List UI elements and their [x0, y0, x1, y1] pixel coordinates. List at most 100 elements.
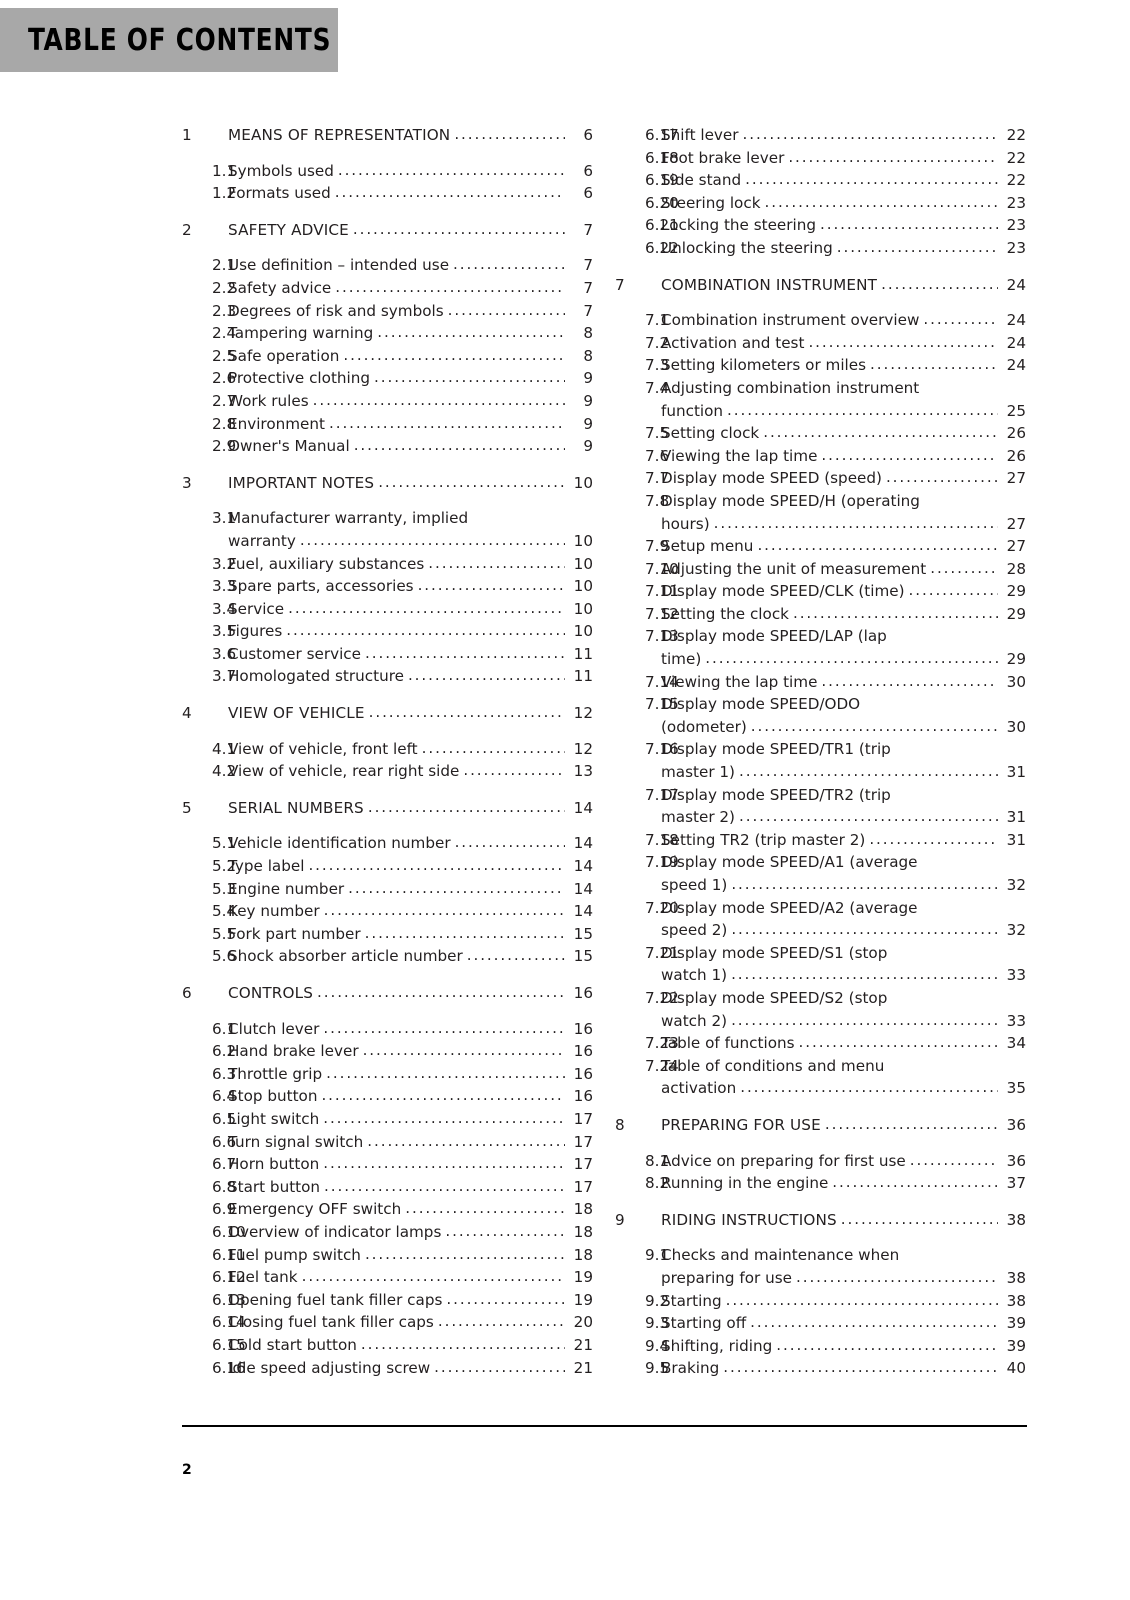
toc-entry[interactable]: 6.6 Turn signal switch...................…: [182, 1131, 593, 1154]
toc-entry[interactable]: 6.13 Opening fuel tank filler caps.......…: [182, 1289, 593, 1312]
toc-entry-title: RIDING INSTRUCTIONS: [661, 1210, 837, 1229]
toc-entry[interactable]: 2.5 Safe operation.......................…: [182, 345, 593, 368]
toc-entry[interactable]: 2.2 Safety advice........................…: [182, 277, 593, 300]
toc-entry[interactable]: 9.1 Checks and maintenance when preparing …: [615, 1244, 1026, 1289]
toc-entry[interactable]: 9.4 Shifting, riding.....................…: [615, 1335, 1026, 1358]
toc-entry[interactable]: 7 COMBINATION INSTRUMENT.................…: [615, 274, 1026, 297]
toc-entry-title: Table of conditions and menu: [661, 1056, 885, 1075]
toc-leader-dots: ........................................…: [317, 983, 565, 1001]
toc-entry[interactable]: 7.5 Setting clock........................…: [615, 422, 1026, 445]
toc-entry[interactable]: 7.22 Display mode SPEED/S2 (stop watch 2).…: [615, 987, 1026, 1032]
toc-entry[interactable]: 7.15 Display mode SPEED/ODO (odometer)....…: [615, 693, 1026, 738]
toc-entry[interactable]: 5 SERIAL NUMBERS.........................…: [182, 797, 593, 820]
toc-entry[interactable]: 6.19 Side stand..........................…: [615, 169, 1026, 192]
toc-entry[interactable]: 6.7 Horn button..........................…: [182, 1153, 593, 1176]
toc-entry[interactable]: 5.6 Shock absorber article number........…: [182, 945, 593, 968]
toc-entry[interactable]: 7.13 Display mode SPEED/LAP (lap time)....…: [615, 625, 1026, 670]
toc-entry[interactable]: 2.9 Owner's Manual.......................…: [182, 435, 593, 458]
toc-entry[interactable]: 7.11 Display mode SPEED/CLK (time).......…: [615, 580, 1026, 603]
toc-entry[interactable]: 6.8 Start button.........................…: [182, 1176, 593, 1199]
toc-entry[interactable]: 9 RIDING INSTRUCTIONS....................…: [615, 1209, 1026, 1232]
toc-entry[interactable]: 3 IMPORTANT NOTES........................…: [182, 472, 593, 495]
toc-entry[interactable]: 5.1 Vehicle identification number........…: [182, 832, 593, 855]
toc-entry[interactable]: 9.5 Braking..............................…: [615, 1357, 1026, 1380]
toc-entry[interactable]: 7.8 Display mode SPEED/H (operating hours)…: [615, 490, 1026, 535]
toc-entry[interactable]: 7.21 Display mode SPEED/S1 (stop watch 1).…: [615, 942, 1026, 987]
toc-entry[interactable]: 2.1 Use definition – intended use........…: [182, 254, 593, 277]
toc-entry[interactable]: 3.5 Figures..............................…: [182, 620, 593, 643]
toc-entry[interactable]: 1.2 Formats used.........................…: [182, 182, 593, 205]
toc-entry[interactable]: 7.12 Setting the clock...................…: [615, 603, 1026, 626]
toc-entry[interactable]: 8.2 Running in the engine................…: [615, 1172, 1026, 1195]
toc-entry-page: 14: [573, 902, 593, 921]
toc-entry-page: 24: [1006, 333, 1026, 352]
toc-entry[interactable]: 6.1 Clutch lever.........................…: [182, 1018, 593, 1041]
toc-entry[interactable]: 7.4 Adjusting combination instrument funct…: [615, 377, 1026, 422]
toc-leader-dots: ........................................…: [323, 1018, 565, 1037]
toc-entry[interactable]: 6.21 Locking the steering................…: [615, 214, 1026, 237]
toc-entry[interactable]: 1 MEANS OF REPRESENTATION................…: [182, 124, 593, 147]
toc-entry[interactable]: 6.14 Closing fuel tank filler caps.......…: [182, 1311, 593, 1334]
toc-entry[interactable]: 6.20 Steering lock.......................…: [615, 192, 1026, 215]
toc-entry[interactable]: 9.3 Starting off.........................…: [615, 1312, 1026, 1335]
toc-entry[interactable]: 2.4 Tampering warning....................…: [182, 322, 593, 345]
toc-entry-body: Display mode SPEED/LAP (lap time)........…: [661, 625, 1026, 670]
toc-entry[interactable]: 4.1 View of vehicle, front left..........…: [182, 738, 593, 761]
toc-entry[interactable]: 7.23 Table of functions..................…: [615, 1032, 1026, 1055]
toc-entry[interactable]: 6 CONTROLS...............................…: [182, 982, 593, 1005]
toc-entry[interactable]: 8.1 Advice on preparing for first use....…: [615, 1150, 1026, 1173]
toc-entry[interactable]: 7.17 Display mode SPEED/TR2 (trip master 2…: [615, 784, 1026, 829]
toc-entry[interactable]: 1.1 Symbols used.........................…: [182, 160, 593, 183]
toc-entry[interactable]: 6.4 Stop button..........................…: [182, 1085, 593, 1108]
toc-entry[interactable]: 7.10 Adjusting the unit of measurement...…: [615, 558, 1026, 581]
toc-entry[interactable]: 2.7 Work rules...........................…: [182, 390, 593, 413]
toc-entry[interactable]: 7.2 Activation and test..................…: [615, 332, 1026, 355]
toc-entry[interactable]: 9.2 Starting.............................…: [615, 1290, 1026, 1313]
toc-entry[interactable]: 6.15 Cold start button...................…: [182, 1334, 593, 1357]
toc-entry[interactable]: 5.3 Engine number........................…: [182, 878, 593, 901]
toc-entry[interactable]: 6.2 Hand brake lever.....................…: [182, 1040, 593, 1063]
toc-entry-title: Horn button: [228, 1155, 320, 1174]
toc-entry[interactable]: 5.5 Fork part number.....................…: [182, 923, 593, 946]
toc-entry[interactable]: 6.3 Throttle grip........................…: [182, 1063, 593, 1086]
toc-entry-number: 7.2: [645, 333, 670, 352]
toc-entry[interactable]: 7.3 Setting kilometers or miles..........…: [615, 354, 1026, 377]
toc-entry[interactable]: 6.16 Idle speed adjusting screw..........…: [182, 1357, 593, 1380]
toc-entry[interactable]: 7.6 Viewing the lap time.................…: [615, 445, 1026, 468]
toc-entry[interactable]: 6.9 Emergency OFF switch.................…: [182, 1198, 593, 1221]
toc-entry[interactable]: 6.18 Foot brake lever....................…: [615, 147, 1026, 170]
toc-entry-page: 18: [573, 1222, 593, 1241]
toc-entry[interactable]: 3.7 Homologated structure................…: [182, 665, 593, 688]
toc-entry[interactable]: 3.3 Spare parts, accessories.............…: [182, 575, 593, 598]
toc-entry[interactable]: 7.14 Viewing the lap time................…: [615, 671, 1026, 694]
toc-entry[interactable]: 7.7 Display mode SPEED (speed)...........…: [615, 467, 1026, 490]
toc-entry[interactable]: 7.24 Table of conditions and menu activati…: [615, 1055, 1026, 1100]
toc-entry[interactable]: 2.3 Degrees of risk and symbols..........…: [182, 300, 593, 323]
toc-entry[interactable]: 7.19 Display mode SPEED/A1 (average speed …: [615, 851, 1026, 896]
toc-entry[interactable]: 6.12 Fuel tank...........................…: [182, 1266, 593, 1289]
toc-entry[interactable]: 8 PREPARING FOR USE......................…: [615, 1114, 1026, 1137]
toc-entry[interactable]: 7.18 Setting TR2 (trip master 2).........…: [615, 829, 1026, 852]
toc-entry[interactable]: 6.17 Shift lever.........................…: [615, 124, 1026, 147]
toc-entry[interactable]: 6.22 Unlocking the steering..............…: [615, 237, 1026, 260]
toc-entry[interactable]: 2 SAFETY ADVICE..........................…: [182, 219, 593, 242]
toc-entry[interactable]: 6.10 Overview of indicator lamps.........…: [182, 1221, 593, 1244]
toc-entry[interactable]: 7.9 Setup menu...........................…: [615, 535, 1026, 558]
toc-entry[interactable]: 2.8 Environment..........................…: [182, 413, 593, 436]
toc-entry[interactable]: 5.2 Type label...........................…: [182, 855, 593, 878]
toc-entry[interactable]: 4 VIEW OF VEHICLE........................…: [182, 702, 593, 725]
toc-entry[interactable]: 2.6 Protective clothing..................…: [182, 367, 593, 390]
toc-entry[interactable]: 3.2 Fuel, auxiliary substances...........…: [182, 553, 593, 576]
toc-leader-dots: ........................................…: [870, 355, 998, 374]
toc-entry[interactable]: 7.1 Combination instrument overview......…: [615, 309, 1026, 332]
toc-entry[interactable]: 7.20 Display mode SPEED/A2 (average speed …: [615, 897, 1026, 942]
toc-entry[interactable]: 3.4 Service..............................…: [182, 598, 593, 621]
toc-entry[interactable]: 7.16 Display mode SPEED/TR1 (trip master 1…: [615, 738, 1026, 783]
toc-entry-title: Starting off: [661, 1314, 747, 1333]
toc-entry[interactable]: 4.2 View of vehicle, rear right side.....…: [182, 760, 593, 783]
toc-entry[interactable]: 5.4 Key number...........................…: [182, 900, 593, 923]
toc-entry[interactable]: 3.1 Manufacturer warranty, implied warrant…: [182, 507, 593, 552]
toc-entry[interactable]: 3.6 Customer service.....................…: [182, 643, 593, 666]
toc-entry[interactable]: 6.5 Light switch.........................…: [182, 1108, 593, 1131]
toc-entry[interactable]: 6.11 Fuel pump switch....................…: [182, 1244, 593, 1267]
